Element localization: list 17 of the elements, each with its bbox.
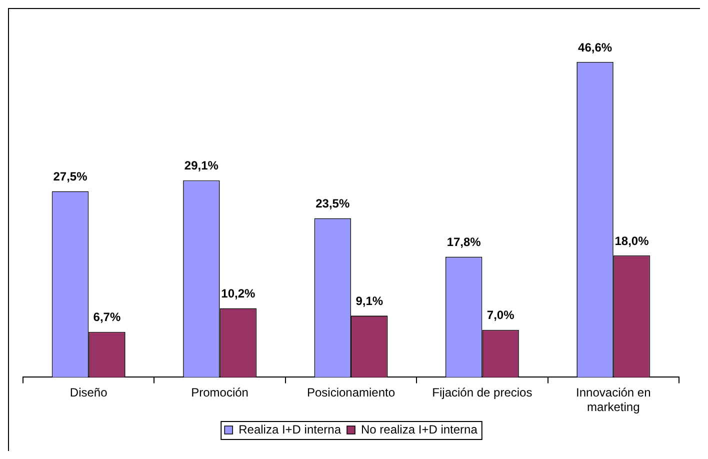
data-label: 9,1% <box>356 294 384 308</box>
x-tick-label: Fijación de precios <box>432 386 532 400</box>
legend-label: Realiza I+D interna <box>238 422 342 436</box>
legend-label: No realiza I+D interna <box>361 422 478 436</box>
x-tick-label: Posicionamiento <box>306 386 396 400</box>
data-label: 6,7% <box>93 310 121 324</box>
data-label: 17,8% <box>446 235 482 250</box>
x-tick-label: Diseño <box>70 386 108 400</box>
x-tick-label: Promoción <box>191 386 248 400</box>
data-label: 27,5% <box>53 170 88 184</box>
data-label: 10,2% <box>221 286 256 301</box>
data-label: 29,1% <box>184 158 219 173</box>
data-label: 18,0% <box>614 234 650 248</box>
data-label: 46,6% <box>578 40 612 54</box>
x-tick-label: Innovación en marketing <box>576 386 651 414</box>
data-label: 7,0% <box>486 308 515 322</box>
data-label: 23,5% <box>316 196 350 211</box>
